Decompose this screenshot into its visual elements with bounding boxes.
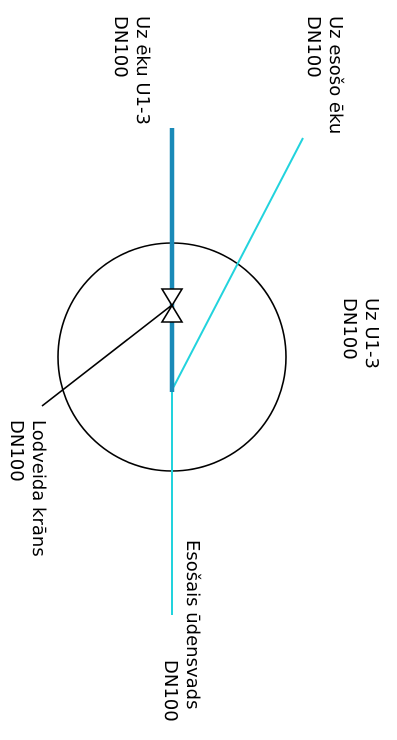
label-existing-building: Uz esošo ēku DN100: [303, 16, 346, 134]
label-water-main-line2: DN100: [160, 660, 181, 722]
label-to-u1-3-line2: DN100: [339, 298, 360, 360]
label-to-building: Uz ēku U1-3 DN100: [110, 16, 153, 125]
label-to-u1-3: Uz U1-3 DN100: [339, 298, 382, 369]
label-to-building-line1: Uz ēku U1-3: [132, 16, 153, 125]
label-water-main-line1: Esošais ūdensvads: [182, 540, 203, 709]
valve-leader-line: [41, 304, 173, 407]
label-existing-building-line1: Uz esošo ēku: [325, 16, 346, 134]
branch-to-existing-building-pipe: [171, 137, 304, 391]
label-water-main: Esošais ūdensvads DN100: [160, 540, 203, 722]
label-ball-valve-line2: DN100: [6, 420, 27, 482]
label-ball-valve: Lodveida krāns DN100: [6, 420, 49, 557]
label-to-u1-3-line1: Uz U1-3: [361, 298, 382, 369]
label-ball-valve-line1: Lodveida krāns: [28, 420, 49, 557]
label-to-building-line2: DN100: [110, 16, 131, 78]
label-existing-building-line2: DN100: [303, 16, 324, 78]
